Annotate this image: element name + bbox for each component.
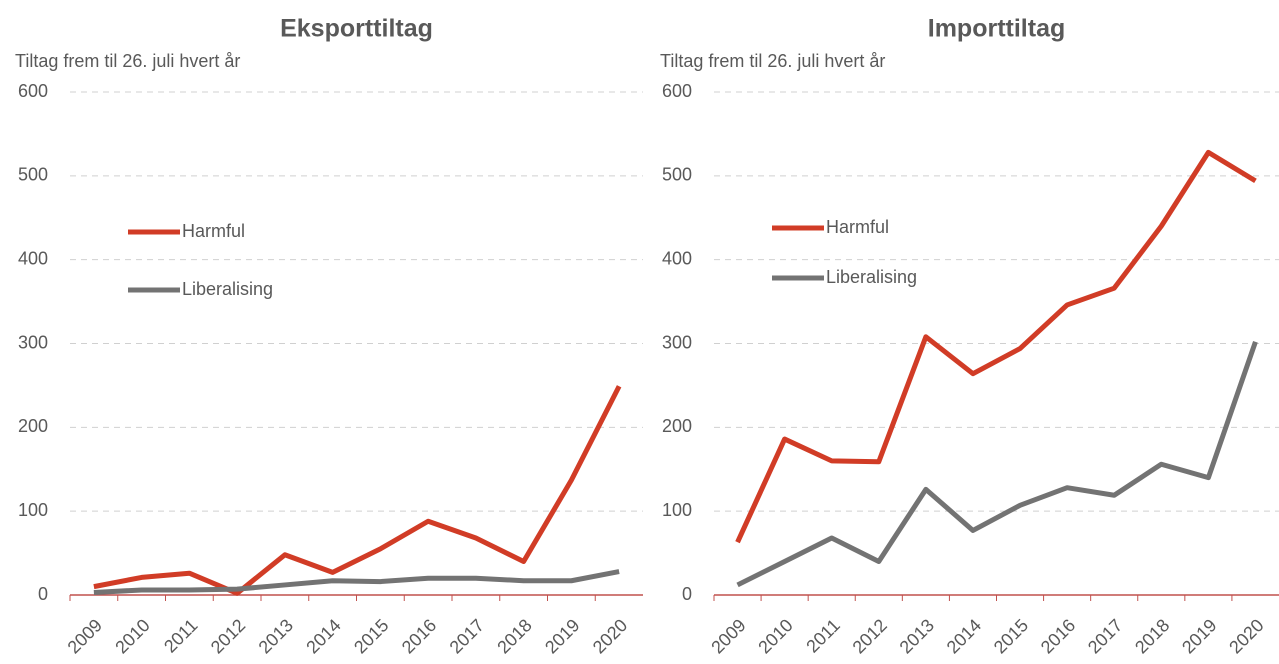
y-tick-label: 100 — [662, 500, 692, 520]
x-tick-label: 2016 — [1037, 615, 1079, 657]
y-tick-label: 300 — [662, 332, 692, 352]
x-tick-label: 2016 — [398, 615, 440, 657]
y-tick-label: 600 — [662, 81, 692, 101]
y-tick-label: 0 — [682, 584, 692, 604]
line-series — [735, 149, 1257, 544]
legend-label: Harmful — [826, 217, 889, 237]
x-tick-label: 2011 — [160, 615, 202, 657]
x-tick-label: 2019 — [541, 615, 583, 657]
line-series — [736, 341, 1258, 588]
x-tick-label: 2012 — [849, 615, 891, 657]
y-tick-label: 400 — [18, 248, 48, 268]
chart-title: Eksporttiltag — [280, 15, 433, 43]
subtitle: Tiltag frem til 26. juli hvert år — [15, 51, 240, 71]
x-tick-label: 2020 — [589, 615, 631, 657]
x-tick-label: 2017 — [1084, 615, 1126, 657]
x-tick-label: 2020 — [1225, 615, 1267, 657]
x-tick-label: 2011 — [802, 615, 844, 657]
chart-title: Importtiltag — [928, 15, 1066, 43]
x-tick-label: 2013 — [896, 615, 938, 657]
y-tick-label: 600 — [18, 81, 48, 101]
x-tick-label: 2017 — [446, 615, 488, 657]
subtitle: Tiltag frem til 26. juli hvert år — [660, 51, 885, 71]
x-tick-label: 2019 — [1178, 615, 1220, 657]
y-tick-label: 200 — [662, 416, 692, 436]
legend-label: Liberalising — [182, 279, 273, 299]
line-series — [93, 385, 622, 596]
x-tick-label: 2015 — [350, 615, 392, 657]
x-tick-label: 2010 — [754, 615, 796, 657]
x-tick-label: 2018 — [493, 615, 535, 657]
y-tick-label: 0 — [38, 584, 48, 604]
x-tick-label: 2012 — [207, 615, 249, 657]
y-tick-label: 200 — [18, 416, 48, 436]
y-tick-label: 500 — [18, 165, 48, 185]
x-tick-label: 2015 — [990, 615, 1032, 657]
legend-label: Harmful — [182, 221, 245, 241]
y-tick-label: 400 — [662, 248, 692, 268]
x-tick-label: 2018 — [1131, 615, 1173, 657]
x-tick-label: 2014 — [302, 615, 344, 657]
y-tick-label: 500 — [662, 165, 692, 185]
x-tick-label: 2009 — [707, 615, 749, 657]
y-tick-label: 100 — [18, 500, 48, 520]
legend-label: Liberalising — [826, 267, 917, 287]
x-tick-label: 2010 — [111, 615, 153, 657]
x-tick-label: 2014 — [943, 615, 985, 657]
x-tick-label: 2009 — [64, 615, 106, 657]
y-tick-label: 300 — [18, 332, 48, 352]
line-series — [93, 569, 620, 595]
x-tick-label: 2013 — [255, 615, 297, 657]
